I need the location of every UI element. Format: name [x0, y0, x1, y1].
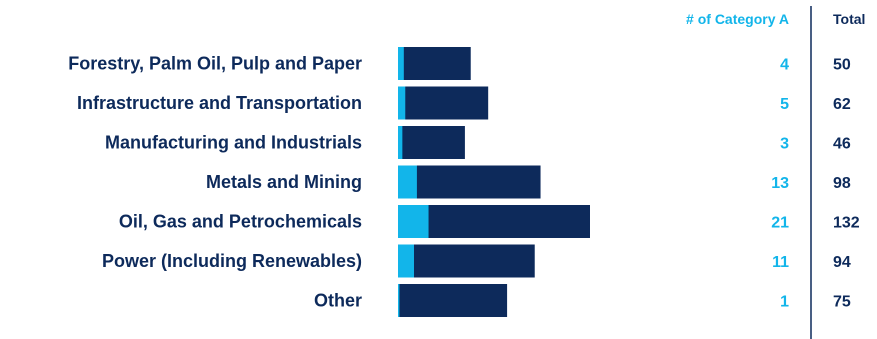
value-category-a: 5 [780, 96, 789, 113]
category-label: Metals and Mining [206, 172, 362, 192]
bar-total [398, 86, 489, 120]
value-category-a: 1 [780, 294, 789, 311]
value-category-a: 3 [780, 136, 789, 153]
bar-total [398, 244, 535, 278]
value-total: 62 [833, 96, 851, 113]
chart-row: Other 1 75 [314, 284, 851, 317]
value-total: 98 [833, 175, 851, 192]
bar-category-a [398, 86, 406, 120]
header-category-a: # of Category A [686, 11, 789, 27]
bar-category-a [398, 165, 417, 199]
chart-row: Manufacturing and Industrials 3 46 [105, 126, 851, 159]
bar-category-a [398, 47, 404, 80]
value-total: 132 [833, 215, 860, 232]
category-label: Oil, Gas and Petrochemicals [119, 212, 362, 232]
bar-category-a [398, 126, 403, 159]
chart-row: Metals and Mining 13 98 [206, 165, 851, 199]
header-total: Total [833, 11, 865, 27]
category-label: Infrastructure and Transportation [77, 93, 362, 113]
value-total: 94 [833, 254, 851, 271]
chart-row: Oil, Gas and Petrochemicals 21 132 [119, 205, 860, 238]
bar-category-a [398, 205, 429, 238]
bar-total [398, 47, 471, 80]
bar-total [398, 205, 590, 238]
bar-total [398, 126, 465, 159]
value-category-a: 11 [772, 254, 789, 271]
category-label: Forestry, Palm Oil, Pulp and Paper [68, 54, 362, 74]
bar-category-a [398, 244, 414, 278]
value-total: 46 [833, 136, 851, 153]
chart-row: Forestry, Palm Oil, Pulp and Paper 4 50 [68, 47, 851, 80]
chart-row: Power (Including Renewables) 11 94 [102, 244, 851, 278]
bar-total [398, 165, 541, 199]
bar-total [398, 284, 508, 317]
bar-category-a [398, 284, 400, 317]
category-label: Manufacturing and Industrials [105, 133, 362, 153]
value-total: 50 [833, 57, 851, 74]
value-category-a: 13 [771, 175, 789, 192]
value-total: 75 [833, 294, 851, 311]
value-category-a: 21 [771, 215, 789, 232]
category-label: Other [314, 291, 362, 311]
value-category-a: 4 [780, 57, 789, 74]
chart-row: Infrastructure and Transportation 5 62 [77, 86, 851, 120]
category-label: Power (Including Renewables) [102, 251, 362, 271]
